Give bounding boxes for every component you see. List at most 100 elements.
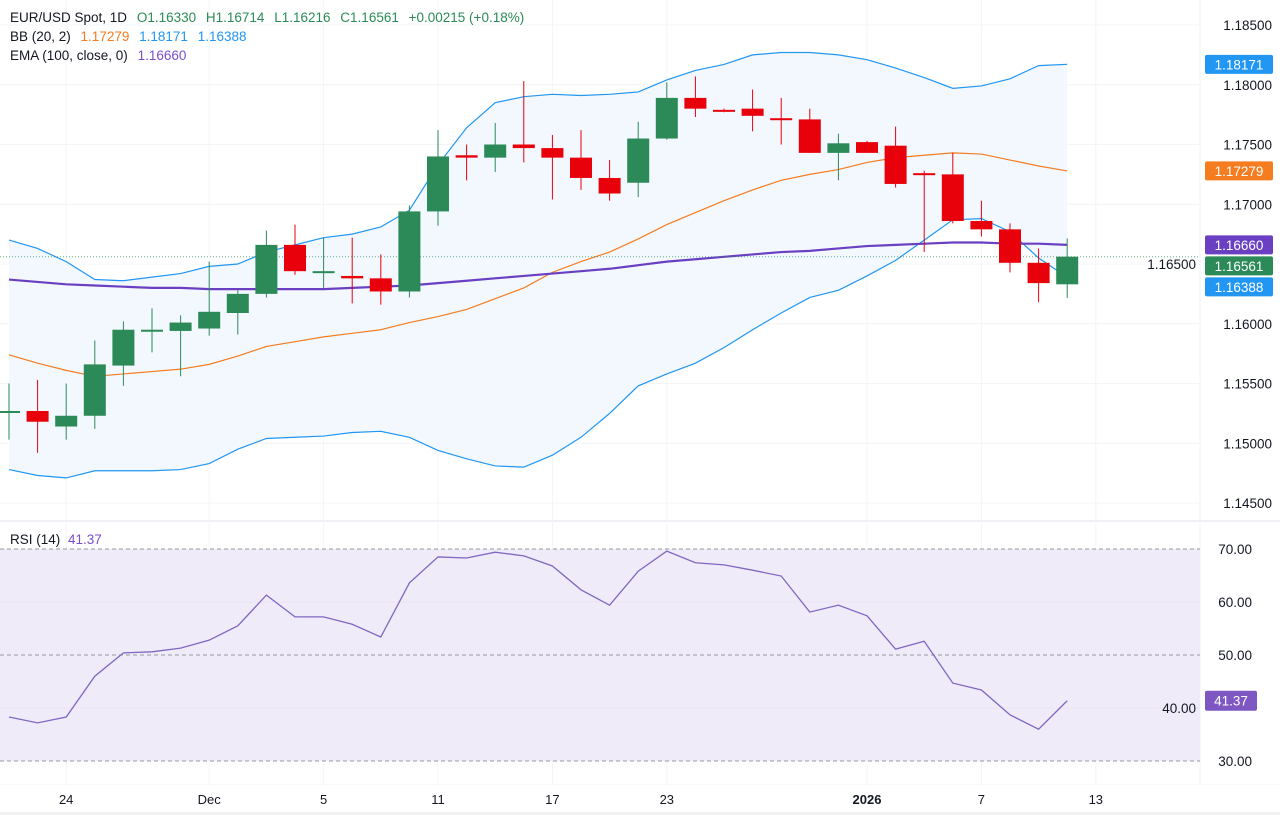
candle-body	[999, 229, 1021, 263]
bb-upper-line	[8, 51, 1068, 282]
candle	[312, 237, 335, 288]
candle	[684, 76, 707, 118]
candle	[484, 122, 507, 172]
rsi-tick-label: 30.00	[1218, 754, 1252, 769]
bb-lower-value: 1.16388	[197, 29, 247, 44]
rsi-tick-label: 50.00	[1218, 648, 1252, 663]
candle	[827, 133, 850, 181]
price-tick-label: 1.15000	[1223, 436, 1272, 451]
candle	[369, 254, 392, 305]
rsi-legend: RSI (14) 41.37	[10, 532, 102, 548]
time-tick-label: 2026	[853, 792, 882, 807]
candle	[341, 237, 364, 304]
change-value: +0.00215 (+0.18%)	[408, 10, 525, 25]
candle-body	[541, 148, 564, 158]
candle-body	[941, 174, 964, 221]
candle	[226, 290, 249, 335]
ema-label: EMA (100, close, 0)	[10, 48, 128, 63]
candle-body	[0, 410, 20, 413]
close-value: C1.16561	[340, 10, 399, 25]
candle	[627, 121, 650, 198]
price-badge-label: 1.16561	[1215, 259, 1264, 274]
price-badge-label: 1.16660	[1215, 238, 1264, 253]
candle	[83, 340, 106, 429]
candle	[999, 223, 1021, 273]
candle	[1056, 238, 1079, 298]
candle-body	[1056, 256, 1079, 285]
bottom-edge	[0, 812, 1280, 815]
candle-body	[198, 311, 221, 329]
candle	[541, 134, 564, 200]
bb-lower-line	[8, 217, 1068, 479]
rsi-badge	[1205, 690, 1257, 711]
price-badge	[1205, 256, 1273, 276]
symbol-title: EUR/USD Spot, 1D	[10, 10, 128, 25]
candle	[598, 160, 621, 201]
price-badge	[1205, 235, 1273, 255]
candle-body	[741, 108, 764, 116]
ema-value: 1.16660	[137, 48, 187, 63]
price-tick-label: 1.17500	[1223, 138, 1272, 153]
bb-label: BB (20, 2)	[10, 29, 71, 44]
candle-body	[684, 97, 707, 109]
time-tick-label: 24	[59, 792, 73, 807]
candle	[141, 308, 163, 353]
candle-body	[398, 211, 421, 292]
price-tick-label: 1.18500	[1223, 18, 1272, 33]
bb-fill	[9, 52, 1068, 478]
candle	[798, 108, 821, 153]
candle-body	[455, 155, 478, 158]
candle-body	[112, 329, 135, 366]
candle-body	[512, 144, 535, 149]
candle-body	[341, 275, 364, 279]
candle	[26, 379, 49, 453]
time-tick-label: 11	[431, 792, 445, 807]
candle	[0, 383, 20, 440]
time-tick-label: 23	[660, 792, 674, 807]
bb-basis-value: 1.17279	[80, 29, 130, 44]
low-value: L1.16216	[274, 10, 331, 25]
candle-body	[655, 97, 678, 139]
candle-body	[226, 293, 249, 313]
candle-body	[169, 322, 192, 331]
time-tick-label: Dec	[198, 792, 222, 807]
price-tick-label: 1.15500	[1223, 377, 1272, 392]
candle	[970, 200, 993, 237]
candle	[398, 205, 421, 298]
candle	[512, 81, 535, 163]
candle	[884, 126, 907, 188]
candle-body	[55, 415, 78, 427]
price-badge-label: 1.16388	[1215, 280, 1264, 295]
time-tick-label: 17	[545, 792, 559, 807]
candle-body	[970, 220, 993, 230]
candle-body	[255, 244, 278, 294]
price-badge	[1205, 277, 1273, 297]
candle	[655, 82, 678, 140]
price-tick-label: 1.17000	[1223, 197, 1272, 212]
candle-body	[484, 144, 507, 158]
candle	[713, 108, 735, 113]
candle	[284, 224, 306, 275]
price-tick-label: 1.16000	[1223, 317, 1272, 332]
candle	[741, 89, 764, 132]
rsi-band-fill	[0, 549, 1200, 761]
candle	[55, 383, 78, 440]
candle-body	[312, 271, 335, 274]
rsi-tick-label: 60.00	[1218, 595, 1252, 610]
candle-body	[427, 156, 449, 212]
time-tick-label: 5	[320, 792, 327, 807]
price-tick-label: 1.14500	[1223, 496, 1272, 511]
candle	[255, 230, 278, 298]
candle-body	[627, 138, 650, 183]
ema-line	[8, 241, 1068, 291]
high-value: H1.16714	[205, 10, 265, 25]
candle-body	[369, 278, 392, 292]
candle-body	[827, 143, 850, 153]
price-badge	[1205, 161, 1273, 181]
open-value: O1.16330	[136, 10, 197, 25]
candle-body	[1027, 262, 1050, 284]
candle	[770, 97, 793, 145]
price-badge	[1205, 54, 1273, 74]
rsi-badge-label: 41.37	[1214, 694, 1248, 709]
